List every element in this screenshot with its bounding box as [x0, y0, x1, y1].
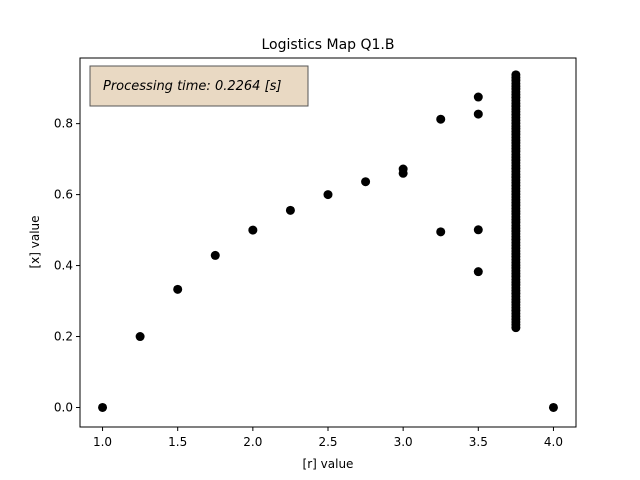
x-tick-label: 3.0 [394, 435, 413, 449]
x-tick-label: 2.0 [243, 435, 262, 449]
y-axis-ticks: 0.0 0.2 0.4 0.6 0.8 [54, 117, 80, 414]
x-tick-label: 3.5 [469, 435, 488, 449]
annotation-box: Processing time: 0.2264 [s] [89, 65, 309, 107]
chart-title: Logistics Map Q1.B [262, 37, 395, 53]
data-point-5 [285, 205, 295, 215]
data-point-2 [173, 284, 183, 294]
data-point-11 [436, 114, 446, 124]
data-point-16 [548, 402, 558, 412]
data-point-1 [135, 332, 145, 342]
data-point-10 [436, 227, 446, 237]
data-point-14 [473, 109, 483, 119]
data-point-12 [473, 267, 483, 277]
data-point-4 [248, 225, 258, 235]
annotation-background [89, 65, 309, 107]
annotation-text: Processing time: 0.2264 [s] [103, 79, 281, 94]
data-point-15 [473, 92, 483, 102]
x-axis-ticks: 1.0 1.5 2.0 2.5 3.0 3.5 4.0 [93, 427, 563, 449]
x-tick-label: 1.5 [168, 435, 187, 449]
data-point-0 [98, 402, 108, 412]
points-layer [98, 70, 558, 412]
data-point-7 [361, 177, 371, 187]
x-tick-label: 2.5 [318, 435, 337, 449]
y-tick-label: 0.8 [54, 117, 73, 131]
y-tick-label: 0.4 [54, 259, 73, 273]
data-point-13 [473, 225, 483, 235]
y-axis-label: [x] value [28, 215, 42, 268]
y-tick-label: 0.6 [54, 188, 73, 202]
data-point-6 [323, 190, 333, 200]
data-point-9 [398, 164, 408, 174]
x-axis-label: [r] value [303, 457, 354, 471]
y-tick-label: 0.2 [54, 330, 73, 344]
x-tick-label: 1.0 [93, 435, 112, 449]
y-tick-label: 0.0 [54, 400, 73, 414]
x-tick-label: 4.0 [544, 435, 563, 449]
data-point-dense-89 [511, 70, 521, 80]
data-point-3 [210, 250, 220, 260]
